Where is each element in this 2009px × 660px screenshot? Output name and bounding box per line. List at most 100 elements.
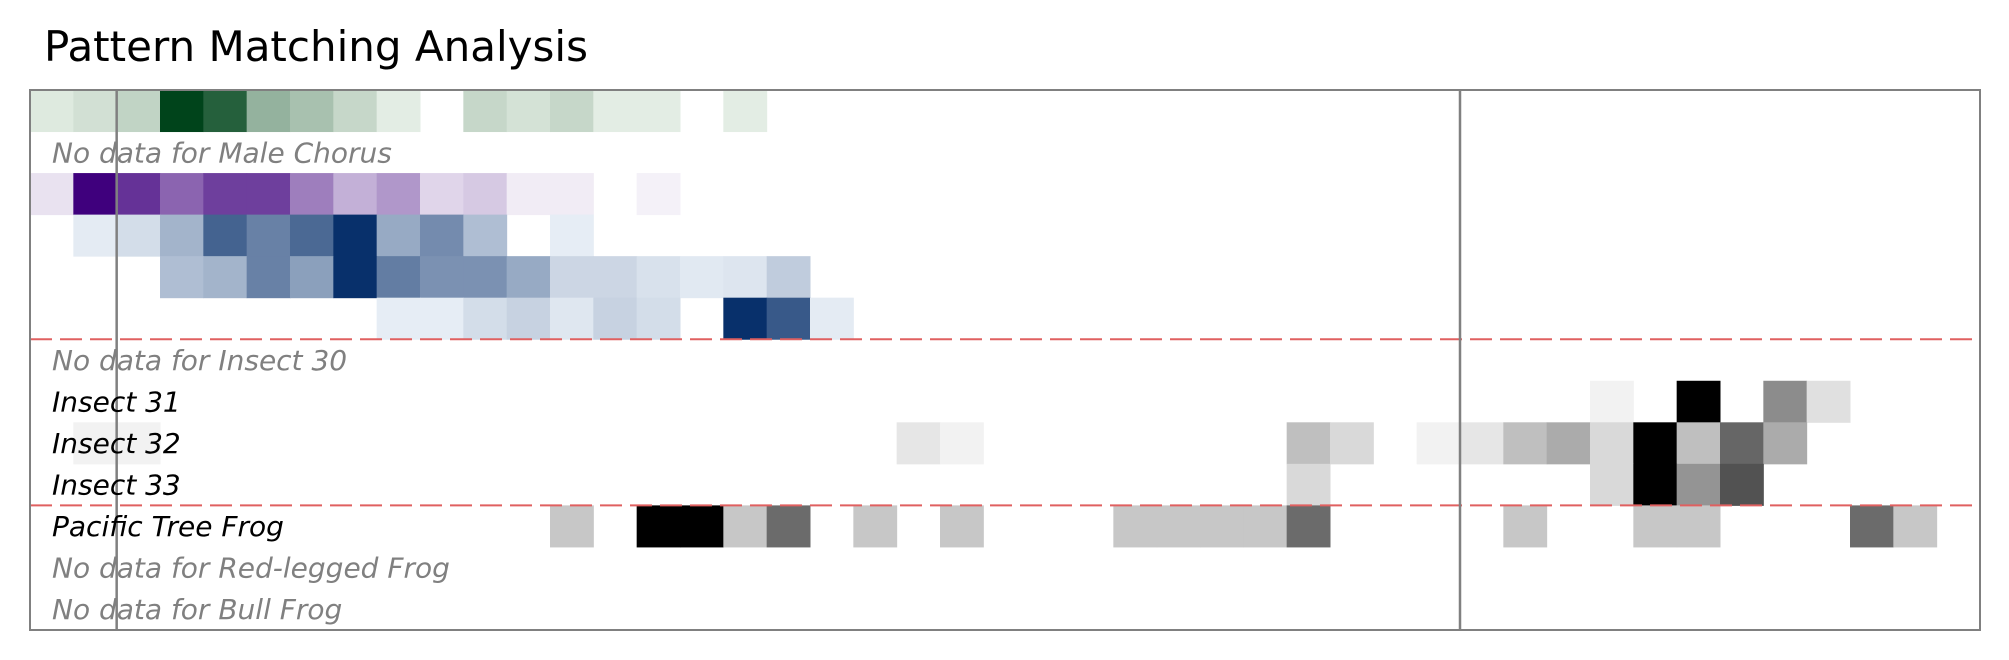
heatmap-cell <box>290 256 334 299</box>
row-label: Insect 33 <box>52 469 181 502</box>
group-dividers <box>30 338 1980 507</box>
heatmap-cell <box>1676 380 1721 423</box>
heatmap-cell <box>376 256 421 299</box>
heatmap-cell <box>506 90 551 133</box>
heatmap-cell <box>463 297 508 340</box>
heatmap-cell <box>463 90 508 133</box>
heatmap-cell <box>723 90 768 133</box>
no-data-label: No data for Male Chorus <box>52 136 392 169</box>
heatmap-cell <box>30 173 74 216</box>
heatmap-cell <box>1720 463 1764 506</box>
heatmap-cell <box>203 173 248 216</box>
heatmap-cell <box>1633 505 1678 548</box>
heatmap-cell <box>203 90 248 133</box>
heatmap-cell <box>1720 422 1764 465</box>
heatmap-cell <box>1893 505 1938 548</box>
heatmap-cell <box>810 297 854 340</box>
heatmap-cell <box>1243 505 1288 548</box>
heatmap-cell <box>550 173 594 216</box>
heatmap-cell <box>1676 463 1721 506</box>
heatmap-cell <box>1546 422 1591 465</box>
heatmap-cell <box>376 214 421 257</box>
heatmap-cell <box>550 214 594 257</box>
heatmap-cell <box>1460 422 1504 465</box>
heatmap-cell <box>766 297 811 340</box>
heatmap-cell <box>1286 463 1331 506</box>
heatmap-cell <box>1590 463 1634 506</box>
heatmap-cell <box>333 214 378 257</box>
no-data-label: No data for Bull Frog <box>52 593 342 626</box>
plot-frame <box>29 89 1981 631</box>
row-label: Pacific Tree Frog <box>52 510 284 543</box>
heatmap-cell <box>1590 380 1634 423</box>
heatmap-cell <box>1503 422 1548 465</box>
heatmap-cell <box>723 297 768 340</box>
heatmap-cell <box>463 173 508 216</box>
heatmap-cell <box>1676 422 1721 465</box>
heatmap-cell <box>30 90 74 133</box>
heatmap-cell <box>636 173 681 216</box>
heatmap-cell <box>940 422 984 465</box>
heatmap-cells <box>30 90 1938 548</box>
heatmap-cell <box>246 173 291 216</box>
heatmap-cell <box>420 297 464 340</box>
heatmap-cell <box>290 90 334 133</box>
heatmap-cell <box>73 90 118 133</box>
vertical-markers <box>115 90 1462 630</box>
heatmap-cell <box>160 173 204 216</box>
heatmap-cell <box>73 214 118 257</box>
heatmap-cell <box>290 173 334 216</box>
heatmap-cell <box>1286 505 1331 548</box>
heatmap-cell <box>203 214 248 257</box>
heatmap-cell <box>246 214 291 257</box>
heatmap-cell <box>506 173 551 216</box>
no-data-label: No data for Red-legged Frog <box>52 552 450 585</box>
heatmap-cell <box>723 505 768 548</box>
heatmap-cell <box>160 90 204 133</box>
chart-title: Pattern Matching Analysis <box>44 22 588 71</box>
heatmap-cell <box>593 256 638 299</box>
heatmap-cell <box>550 90 594 133</box>
heatmap-cell <box>1503 505 1548 548</box>
heatmap-cell <box>766 256 811 299</box>
heatmap-cell <box>550 505 594 548</box>
heatmap-cell <box>896 422 941 465</box>
heatmap-cell <box>680 505 724 548</box>
heatmap-cell <box>1763 380 1808 423</box>
heatmap-cell <box>420 256 464 299</box>
heatmap-cell <box>1763 422 1808 465</box>
heatmap-cell <box>593 90 638 133</box>
heatmap-cell <box>636 297 681 340</box>
heatmap-cell <box>723 256 768 299</box>
heatmap-cell <box>116 422 161 465</box>
row-label: Insect 32 <box>52 427 181 460</box>
heatmap-cell <box>680 256 724 299</box>
heatmap-cell <box>506 256 551 299</box>
heatmap-cell <box>1806 380 1851 423</box>
heatmap-cell <box>636 256 681 299</box>
heatmap-cell <box>1416 422 1461 465</box>
heatmap-cell <box>940 505 984 548</box>
heatmap-cell <box>1633 463 1678 506</box>
heatmap-cell <box>376 297 421 340</box>
heatmap-cell <box>593 297 638 340</box>
heatmap-cell <box>1200 505 1244 548</box>
heatmap-cell <box>1850 505 1894 548</box>
heatmap-cell <box>246 256 291 299</box>
heatmap-cell <box>333 173 378 216</box>
heatmap-cell <box>1633 422 1678 465</box>
heatmap-cell <box>636 505 681 548</box>
heatmap-cell <box>116 90 161 133</box>
heatmap-cell <box>116 173 161 216</box>
heatmap-cell <box>160 214 204 257</box>
row-labels: No data for Male Chorus No data for Insec… <box>52 136 450 626</box>
heatmap-cell <box>420 214 464 257</box>
heatmap-cell <box>1590 422 1634 465</box>
heatmap-cell <box>376 173 421 216</box>
row-label: Insect 31 <box>52 386 181 419</box>
heatmap-cell <box>420 173 464 216</box>
heatmap-cell <box>160 256 204 299</box>
heatmap-cell <box>203 256 248 299</box>
heatmap-cell <box>333 90 378 133</box>
